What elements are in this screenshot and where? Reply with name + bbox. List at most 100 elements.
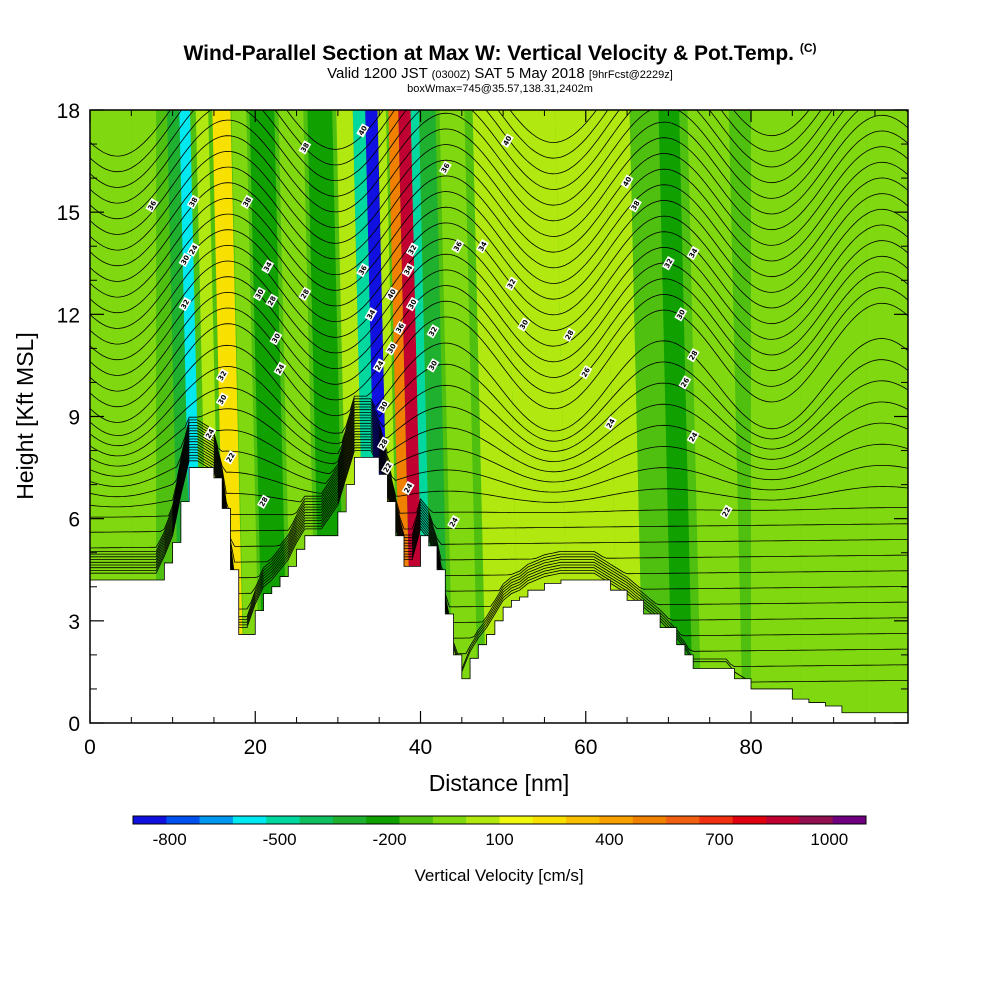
colorbar-label: 700 — [705, 830, 733, 849]
theta-label-bg — [273, 361, 287, 377]
theta-contour — [90, 193, 908, 314]
theta-label-bg — [719, 504, 733, 520]
theta-label-bg — [426, 324, 440, 339]
theta-label-text: 32 — [217, 370, 229, 383]
theta-label-text: 36 — [357, 264, 369, 277]
colorbar: -800 -500 -200 100 400 700 1000 — [132, 815, 867, 849]
theta-label: 22 — [719, 504, 733, 520]
theta-contour — [90, 417, 908, 508]
theta-label: 24 — [604, 416, 618, 431]
theta-label-bg — [500, 133, 514, 148]
theta-label: 24 — [273, 361, 287, 377]
theta-label-bg — [240, 194, 254, 210]
theta-label-text: 30 — [427, 359, 439, 372]
y-tick-label: 6 — [68, 509, 80, 532]
theta-label: 28 — [257, 494, 270, 509]
theta-label-text: 34 — [403, 264, 415, 277]
chart-title: Wind-Parallel Section at Max W: Vertical… — [0, 36, 1000, 66]
theta-label-text: 24 — [403, 482, 415, 495]
y-tick-label: 3 — [68, 611, 80, 634]
theta-label: 30 — [385, 341, 399, 356]
colorbar-swatch — [532, 816, 567, 824]
theta-label-text: 34 — [365, 308, 377, 321]
theta-label: 32 — [504, 276, 518, 291]
velocity-band — [439, 110, 479, 723]
theta-contour — [90, 110, 810, 157]
colorbar-swatch — [499, 816, 534, 824]
colorbar-swatch — [566, 816, 600, 824]
velocity-band — [800, 110, 867, 723]
velocity-band — [90, 110, 132, 723]
theta-label-text: 30 — [254, 288, 266, 301]
theta-label-bg — [438, 160, 452, 176]
theta-label-bg — [674, 307, 688, 322]
colorbar-label: -200 — [373, 830, 407, 849]
theta-label: 24 — [203, 426, 217, 441]
theta-label-bg — [451, 239, 465, 254]
theta-label-bg — [380, 460, 394, 475]
theta-label-text: 38 — [630, 199, 642, 212]
velocity-band — [555, 110, 619, 723]
theta-label: 28 — [686, 348, 700, 363]
theta-label: 30 — [517, 317, 531, 332]
theta-label-bg — [686, 429, 700, 445]
colorbar-swatch — [399, 816, 434, 824]
forecast-info: [9hrFcst@2229z] — [588, 69, 673, 81]
theta-label-text: 30 — [386, 342, 398, 355]
theta-label: 28 — [265, 293, 279, 308]
theta-label-bg — [604, 416, 618, 431]
theta-label: 36 — [145, 198, 159, 213]
box-info: boxWmax=745@35.57,138.31,2402m — [407, 83, 593, 95]
theta-label: 32 — [661, 256, 675, 271]
theta-label-bg — [401, 480, 415, 496]
theta-label: 38 — [298, 140, 312, 155]
theta-label: 34 — [364, 307, 378, 322]
theta-contour — [90, 130, 908, 251]
y-tick-label: 9 — [68, 407, 80, 430]
theta-label-text: 32 — [506, 278, 518, 291]
colorbar-swatch — [332, 816, 367, 824]
theta-label-bg — [376, 399, 390, 414]
colorbar-swatch — [766, 816, 800, 824]
y-tick-label: 15 — [57, 202, 80, 225]
velocity-band — [472, 110, 520, 723]
theta-label: 22 — [224, 450, 237, 465]
theta-contour — [90, 425, 908, 549]
theta-label-text: 28 — [564, 329, 576, 342]
velocity-band — [866, 110, 908, 723]
theta-label: 32 — [178, 296, 192, 312]
theta-label: 38 — [240, 194, 254, 210]
theta-label-bg — [252, 286, 266, 302]
theta-label-text: 28 — [688, 349, 700, 362]
theta-contour — [90, 255, 908, 376]
theta-label: 34 — [686, 245, 700, 261]
theta-contour — [90, 114, 908, 235]
valid-date: SAT 5 May 2018 — [474, 65, 585, 82]
theta-contour — [90, 240, 908, 361]
theta-contour — [90, 177, 908, 298]
theta-contour — [90, 420, 908, 518]
theta-label-text: 30 — [518, 318, 530, 331]
theta-label-bg — [298, 286, 312, 302]
valid-time-line: Valid 1200 JST (0300Z) SAT 5 May 2018 [9… — [0, 66, 1000, 83]
theta-label-bg — [405, 242, 419, 257]
theta-label-bg — [628, 198, 642, 213]
velocity-band — [687, 110, 743, 723]
theta-label-text: 36 — [394, 322, 406, 335]
theta-label-text: 26 — [679, 376, 691, 389]
title-block: Wind-Parallel Section at Max W: Vertical… — [0, 36, 1000, 96]
theta-label: 30 — [178, 252, 192, 268]
y-tick-label: 12 — [57, 304, 80, 327]
colorbar-label: -500 — [263, 830, 297, 849]
colorbar-swatch — [432, 816, 467, 824]
theta-contour — [90, 110, 908, 220]
y-tick-label: 18 — [57, 100, 80, 123]
terrain — [90, 456, 908, 723]
theta-label-text: 22 — [721, 506, 733, 519]
colorbar-swatch — [166, 816, 200, 824]
velocity-band — [629, 110, 669, 723]
theta-contour — [90, 302, 908, 423]
theta-contour — [90, 110, 845, 204]
